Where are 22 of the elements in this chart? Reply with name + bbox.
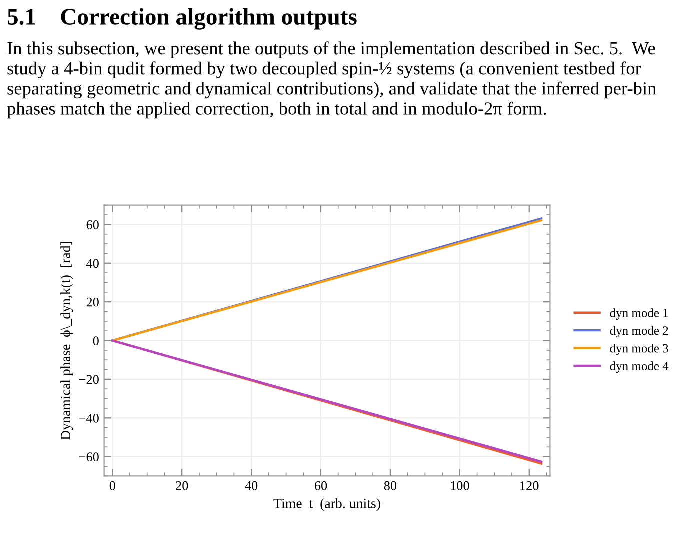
y-axis-title: Dynamical phase ϕ\_dyn,k(t) [rad]	[60, 242, 74, 440]
legend-label: dyn mode 1	[610, 308, 668, 320]
y-tick-label: 20	[86, 298, 99, 307]
chart-subtitle: In this subsection, we present the outputs of the implementation described in Sec. 5. We study a 4-bin qudit formed by two decoupled spin-½ systems (a convenient testbed for separating geometric and dynamical contributions), and validate that the inferred per-bin phases match the applied correction, both in total and in modulo-2π form.	[7, 42, 656, 119]
chart-title: 5.1 Correction algorithm outputs	[8, 8, 357, 30]
legend-label: dyn mode 2	[610, 326, 668, 338]
x-tick-label: 60	[314, 481, 328, 490]
x-tick-label: 40	[245, 481, 258, 490]
x-axis-title: Time t (arb. units)	[274, 498, 380, 512]
y-tick-label: 0	[93, 336, 99, 346]
x-tick-label: 120	[520, 481, 539, 490]
y-tick-label: 40	[86, 259, 99, 268]
x-tick-label: 20	[176, 481, 188, 490]
y-tick-label: −20	[79, 375, 99, 384]
x-tick-label: 80	[384, 481, 397, 490]
legend-label: dyn mode 4	[610, 362, 669, 374]
x-tick-label: 100	[451, 481, 470, 490]
y-tick-label: −60	[79, 452, 99, 462]
y-tick-label: −40	[79, 414, 99, 423]
y-tick-label: 60	[86, 220, 99, 230]
x-tick-label: 0	[110, 481, 116, 490]
legend-label: dyn mode 3	[610, 344, 668, 356]
